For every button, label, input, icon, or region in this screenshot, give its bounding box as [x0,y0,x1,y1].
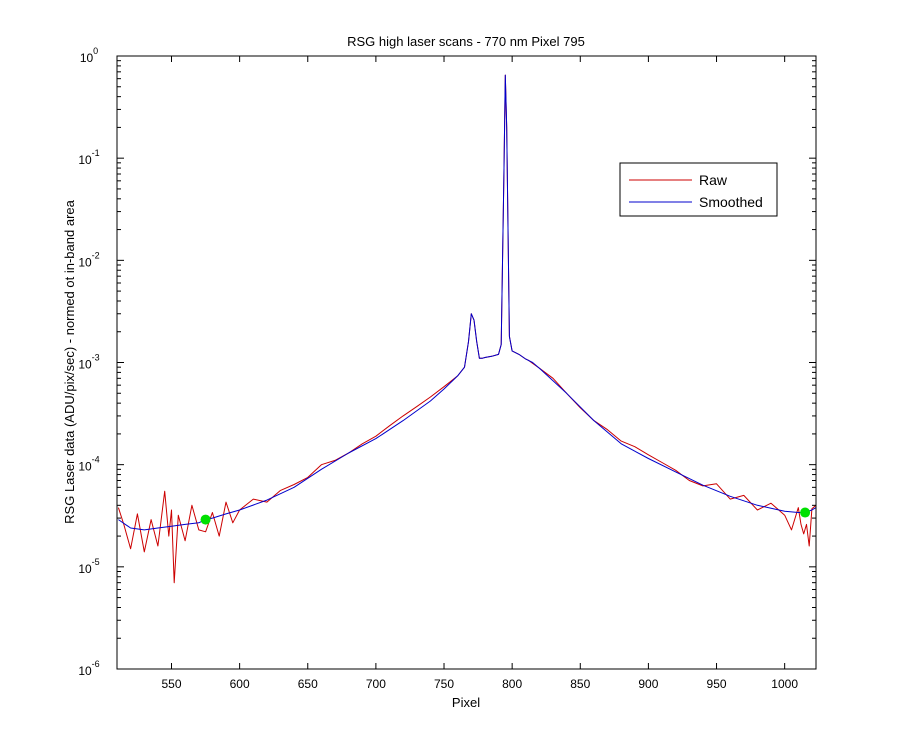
x-axis-label: Pixel [452,695,480,710]
y-tick-label: 100 [80,46,98,65]
fit-point-marker [200,514,211,525]
y-tick-exponent: -4 [92,455,100,465]
x-tick-label: 850 [570,677,590,691]
y-tick-base: 10 [78,255,92,269]
y-tick-base: 10 [78,460,92,474]
x-tick-label: 600 [230,677,250,691]
chart-title: RSG high laser scans - 770 nm Pixel 795 [347,34,585,49]
x-tick-label: 550 [161,677,181,691]
legend-box [619,162,778,217]
y-tick-exponent: -5 [92,557,100,567]
series-layer [117,74,817,584]
y-axis-label: RSG Laser data (ADU/pix/sec) - normed ot… [62,199,77,523]
legend-raw-label: Raw [699,172,728,188]
y-tick-base: 10 [78,358,92,372]
x-tick-label: 950 [707,677,727,691]
plot-area [117,56,816,669]
y-tick-exponent: -6 [92,659,100,669]
x-tick-label: 650 [298,677,318,691]
y-tick-exponent: -2 [92,250,100,260]
x-tick-label: 1000 [771,677,798,691]
legend-smoothed-label: Smoothed [699,194,763,210]
y-tick-base: 10 [78,153,92,167]
y-tick-base: 10 [80,51,94,65]
marker-layer [200,507,811,525]
y-tick-label: 10-1 [78,148,99,167]
legend: Raw Smoothed [619,162,778,217]
x-tick-label: 750 [434,677,454,691]
y-tick-label: 10-4 [78,455,99,474]
y-tick-base: 10 [78,562,92,576]
x-axis-ticks: 550 600 650 700 750 800 850 900 950 1000 [161,56,798,691]
y-tick-label: 10-3 [78,353,99,372]
y-tick-label: 10-6 [78,659,99,678]
smoothed-series-line [118,74,817,531]
x-tick-label: 800 [502,677,522,691]
x-tick-label: 900 [638,677,658,691]
y-tick-label: 10-2 [78,250,99,269]
y-tick-base: 10 [78,664,92,678]
y-tick-label: 10-5 [78,557,99,576]
y-tick-exponent: -3 [92,353,100,363]
y-tick-exponent: -1 [92,148,100,158]
x-tick-label: 700 [366,677,386,691]
y-tick-exponent: 0 [93,46,98,56]
fit-point-marker [800,507,811,518]
